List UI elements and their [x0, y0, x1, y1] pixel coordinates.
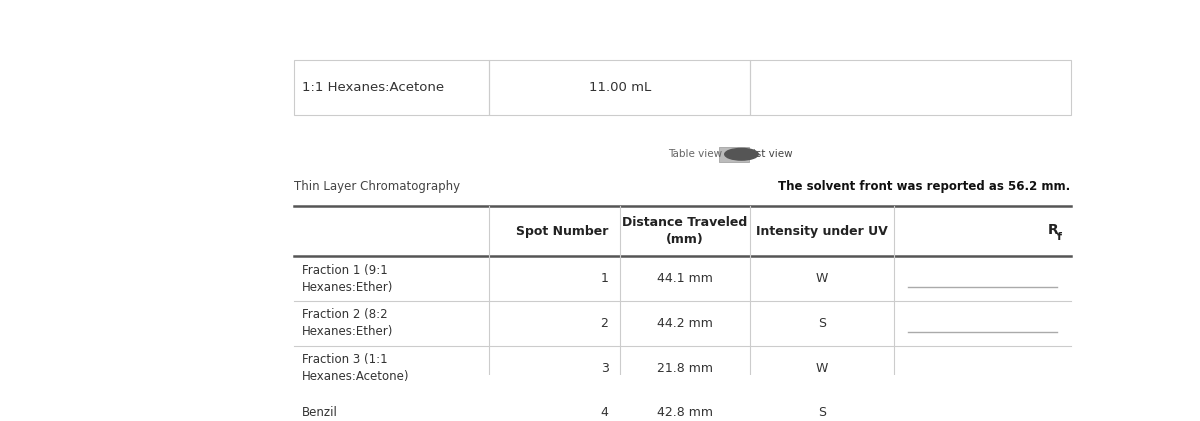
Text: f: f [1057, 232, 1062, 242]
Text: 21.8 mm: 21.8 mm [656, 362, 713, 375]
Text: List view: List view [748, 149, 793, 159]
Text: S: S [818, 317, 826, 330]
Text: 42.8 mm: 42.8 mm [656, 406, 713, 419]
Text: W: W [816, 362, 828, 375]
Text: 1: 1 [601, 272, 608, 285]
Text: Distance Traveled
(mm): Distance Traveled (mm) [622, 216, 748, 246]
Text: 1:1 Hexanes:Acetone: 1:1 Hexanes:Acetone [301, 81, 444, 94]
Text: 44.2 mm: 44.2 mm [656, 317, 713, 330]
Text: R: R [1048, 223, 1058, 237]
Text: Thin Layer Chromatography: Thin Layer Chromatography [294, 180, 461, 193]
Text: 2: 2 [601, 317, 608, 330]
Circle shape [725, 149, 758, 160]
Bar [719, 147, 749, 162]
Text: 4: 4 [601, 406, 608, 419]
Bar [294, 60, 490, 115]
Bar [490, 60, 750, 115]
Text: 11.00 mL: 11.00 mL [588, 81, 650, 94]
Text: Table view: Table view [668, 149, 722, 159]
Text: The solvent front was reported as 56.2 mm.: The solvent front was reported as 56.2 m… [779, 180, 1070, 193]
Text: 3: 3 [601, 362, 608, 375]
Text: Spot Number: Spot Number [516, 225, 608, 238]
Text: Benzil: Benzil [301, 406, 337, 419]
Text: Intensity under UV: Intensity under UV [756, 225, 888, 238]
Text: S: S [818, 406, 826, 419]
Text: Fraction 2 (8:2
Hexanes:Ether): Fraction 2 (8:2 Hexanes:Ether) [301, 309, 392, 338]
Text: Fraction 1 (9:1
Hexanes:Ether): Fraction 1 (9:1 Hexanes:Ether) [301, 264, 392, 294]
Text: Fraction 3 (1:1
Hexanes:Acetone): Fraction 3 (1:1 Hexanes:Acetone) [301, 353, 409, 383]
Text: 44.1 mm: 44.1 mm [656, 272, 713, 285]
Text: W: W [816, 272, 828, 285]
Bar [750, 60, 1070, 115]
